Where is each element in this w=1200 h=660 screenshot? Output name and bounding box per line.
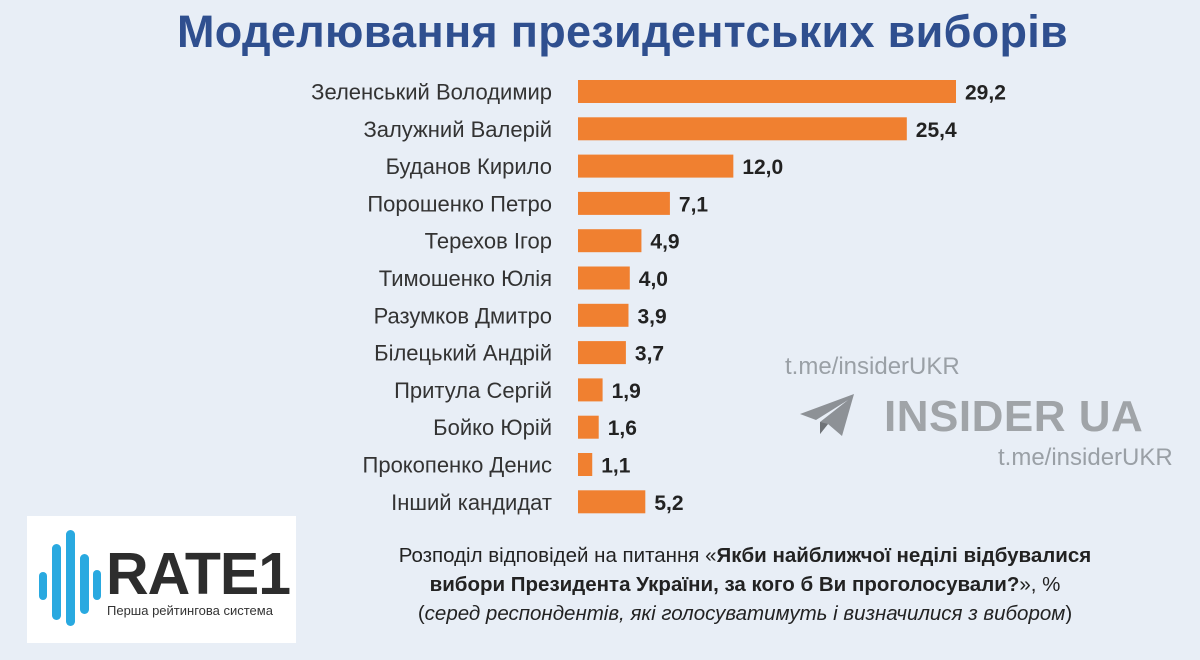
bar bbox=[578, 80, 956, 103]
value-label: 3,9 bbox=[637, 305, 666, 328]
bar bbox=[578, 229, 642, 253]
category-label: Буданов Кирило bbox=[386, 154, 552, 179]
value-label: 1,9 bbox=[612, 380, 641, 403]
category-label: Зеленський Володимир bbox=[311, 80, 552, 105]
category-label: Разумков Дмитро bbox=[374, 303, 552, 328]
category-label: Тимошенко Юлія bbox=[379, 266, 552, 291]
caption-line-3: (серед респондентів, які голосуватимуть … bbox=[305, 599, 1185, 628]
watermark-handle-bottom: t.me/insiderUKR bbox=[998, 444, 1173, 471]
sound-wave-icon bbox=[39, 530, 101, 626]
value-label: 12,0 bbox=[742, 156, 783, 179]
category-label: Бойко Юрій bbox=[433, 415, 552, 440]
value-label: 7,1 bbox=[679, 193, 709, 216]
category-label: Інший кандидат bbox=[391, 490, 552, 515]
value-label: 3,7 bbox=[635, 343, 664, 366]
category-label: Прокопенко Денис bbox=[363, 453, 552, 478]
watermark-handle-top: t.me/insiderUKR bbox=[785, 353, 960, 380]
caption-line3-open: ( bbox=[417, 602, 425, 625]
watermark-brand: INSIDER UA bbox=[884, 392, 1144, 441]
telegram-plane-icon bbox=[800, 394, 854, 436]
bar bbox=[578, 378, 603, 402]
caption-line2-bold: вибори Президента України, за кого б Ви … bbox=[429, 573, 1020, 596]
value-label: 5,2 bbox=[654, 492, 683, 515]
caption-line2-suffix: », % bbox=[1019, 573, 1061, 596]
logo-name: RATE1 bbox=[106, 541, 291, 607]
category-label: Білецький Андрій bbox=[374, 341, 552, 366]
caption-line1-bold: Якби найближчої неділі відбувалися bbox=[716, 544, 1092, 567]
category-label: Терехов Ігор bbox=[425, 229, 552, 254]
bar bbox=[578, 453, 593, 476]
value-label: 1,1 bbox=[601, 455, 631, 478]
caption-line3-close: ) bbox=[1065, 602, 1073, 625]
chart-title: Моделювання президентських виборів bbox=[176, 6, 1069, 57]
value-label: 29,2 bbox=[965, 82, 1006, 105]
bar bbox=[578, 117, 907, 141]
bar bbox=[578, 303, 629, 327]
caption-line-2: вибори Президента України, за кого б Ви … bbox=[305, 570, 1185, 599]
bar bbox=[578, 154, 734, 178]
bar bbox=[578, 266, 630, 290]
category-label: Порошенко Петро bbox=[367, 191, 552, 216]
value-label: 25,4 bbox=[916, 119, 957, 142]
bar bbox=[578, 341, 626, 365]
bar-chart: Зеленський Володимир 29,2 Залужний Валерій… bbox=[311, 80, 1006, 515]
category-label: Притула Сергій bbox=[394, 378, 552, 403]
caption-line1-prefix: Розподіл відповідей на питання « bbox=[398, 544, 717, 567]
caption-line3-italic: серед респондентів, які голосуватимуть і… bbox=[424, 602, 1066, 625]
category-label: Залужний Валерій bbox=[363, 117, 552, 142]
value-label: 4,9 bbox=[650, 231, 679, 254]
value-label: 1,6 bbox=[608, 417, 637, 440]
chart-caption: Розподіл відповідей на питання «Якби най… bbox=[305, 541, 1185, 628]
logo-tagline: Перша рейтингова система bbox=[107, 603, 273, 618]
rate1-logo: RATE1 Перша рейтингова система bbox=[27, 516, 296, 643]
caption-line-1: Розподіл відповідей на питання «Якби най… bbox=[305, 541, 1185, 570]
bar bbox=[578, 490, 646, 514]
bar bbox=[578, 191, 670, 215]
value-label: 4,0 bbox=[639, 268, 668, 291]
bar bbox=[578, 415, 599, 439]
